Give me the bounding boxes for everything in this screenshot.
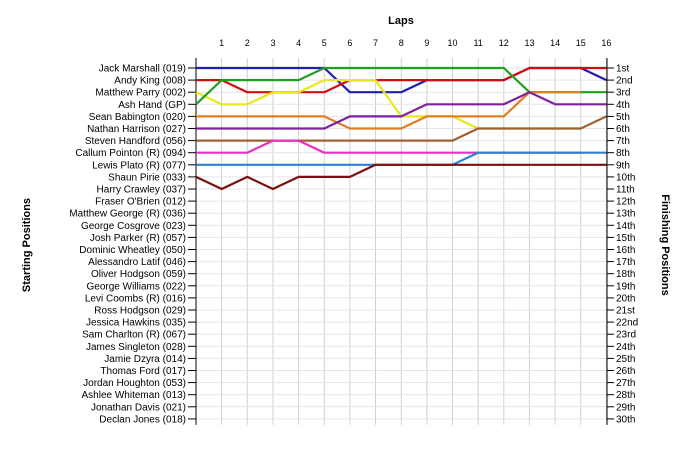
driver-label: Lewis Plato (R) (077) (92, 160, 186, 171)
finishing-position-label: 21st (616, 306, 635, 317)
finishing-position-label: 12th (616, 197, 635, 208)
driver-label: Nathan Harrison (027) (87, 124, 186, 135)
lap-label: 9 (424, 38, 429, 48)
driver-label: Jamie Dzyra (014) (104, 354, 186, 365)
lap-label: 8 (399, 38, 404, 48)
driver-label: George Cosgrove (023) (81, 221, 186, 232)
lap-label: 12 (499, 38, 509, 48)
series-line-7 (196, 115, 607, 142)
right-axis-title: Finishing Positions (659, 194, 671, 295)
finishing-position-label: 30th (616, 414, 635, 425)
driver-label: Ross Hodgson (029) (94, 306, 186, 317)
driver-label: Fraser O'Brien (012) (95, 197, 186, 208)
driver-label: Ash Hand (GP) (118, 100, 186, 111)
finishing-position-label: 27th (616, 378, 635, 389)
lap-labels: 1 2 3 4 5 6 7 8 9 10 11 12 13 14 15 16 (219, 38, 611, 48)
lap-label: 13 (524, 38, 534, 48)
finishing-position-label: 28th (616, 390, 635, 401)
finishing-position-label: 6th (616, 124, 630, 135)
series-line-2 (196, 66, 607, 94)
driver-label: Jack Marshall (019) (99, 64, 186, 75)
driver-label: Jessica Hawkins (035) (86, 318, 186, 329)
finishing-position-label: 2nd (616, 76, 633, 87)
finishing-position-label: 10th (616, 172, 635, 183)
finishing-position-label: 4th (616, 100, 630, 111)
finishing-position-label: 15th (616, 233, 635, 244)
driver-label: Harry Crawley (037) (97, 185, 186, 196)
finishing-position-label: 5th (616, 112, 630, 123)
finishing-position-label: 3rd (616, 88, 630, 99)
driver-label: Sam Charlton (R) (067) (82, 330, 186, 341)
driver-label: Andy King (008) (114, 76, 186, 87)
finishing-position-label: 24th (616, 342, 635, 353)
driver-label: George Williams (022) (87, 281, 186, 292)
driver-labels: Jack Marshall (019)Andy King (008)Matthe… (69, 64, 196, 425)
left-axis-title: Starting Positions (21, 198, 33, 292)
series-line-10 (195, 163, 607, 191)
finishing-position-label: 7th (616, 136, 630, 147)
finishing-position-label: 19th (616, 281, 635, 292)
driver-label: Callum Pointon (R) (094) (75, 148, 186, 159)
driver-label: Dominic Wheatley (050) (79, 245, 186, 256)
driver-label: Oliver Hodgson (059) (91, 269, 186, 280)
finishing-position-label: 9th (616, 160, 630, 171)
driver-label: Levi Coombs (R) (016) (85, 293, 186, 304)
lap-label: 4 (296, 38, 301, 48)
finishing-position-label: 23rd (616, 330, 636, 341)
driver-label: Sean Babington (020) (89, 112, 186, 123)
lap-label: 10 (447, 38, 457, 48)
finishing-position-label: 16th (616, 245, 635, 256)
finishing-position-label: 26th (616, 366, 635, 377)
finishing-position-label: 1st (616, 64, 630, 75)
lap-label: 1 (219, 38, 224, 48)
chart-title: Laps (388, 15, 414, 27)
driver-label: Thomas Ford (017) (100, 366, 186, 377)
series-line-6 (196, 91, 607, 130)
driver-label: Declan Jones (018) (99, 414, 186, 425)
lap-label: 6 (347, 38, 352, 48)
finishing-position-label: 14th (616, 221, 635, 232)
driver-label: Jordan Houghton (053) (83, 378, 186, 389)
driver-label: Alessandro Latif (046) (88, 257, 186, 268)
lap-label: 14 (550, 38, 560, 48)
finishing-position-label: 20th (616, 293, 635, 304)
finishing-position-label: 8th (616, 148, 630, 159)
driver-label: Matthew Parry (002) (95, 88, 186, 99)
driver-label: Shaun Pirie (033) (108, 172, 186, 183)
lap-label: 7 (373, 38, 378, 48)
driver-label: Matthew George (R) (036) (69, 209, 186, 220)
finishing-position-label: 11th (616, 185, 635, 196)
finishing-position-label: 18th (616, 269, 635, 280)
driver-label: James Singleton (028) (86, 342, 186, 353)
finishing-position-label: 17th (616, 257, 635, 268)
series-line-5 (196, 91, 581, 130)
lap-label: 5 (322, 38, 327, 48)
finishing-position-label: 25th (616, 354, 635, 365)
driver-label: Steven Handford (056) (85, 136, 186, 147)
series-lines (195, 66, 607, 191)
lap-label: 2 (245, 38, 250, 48)
lap-label: 15 (576, 38, 586, 48)
driver-label: Jonathan Davis (021) (91, 402, 186, 413)
driver-label: Josh Parker (R) (057) (90, 233, 186, 244)
lap-label: 3 (270, 38, 275, 48)
finishing-position-label: 22nd (616, 318, 638, 329)
lap-label: 11 (473, 38, 482, 48)
driver-label: Ashlee Whiteman (013) (82, 390, 187, 401)
finishing-position-labels: 1st2nd3rd4th5th6th7th8th9th10th11th12th1… (607, 64, 638, 425)
lap-label: 16 (601, 38, 611, 48)
finishing-position-label: 13th (616, 209, 635, 220)
finishing-position-label: 29th (616, 402, 635, 413)
